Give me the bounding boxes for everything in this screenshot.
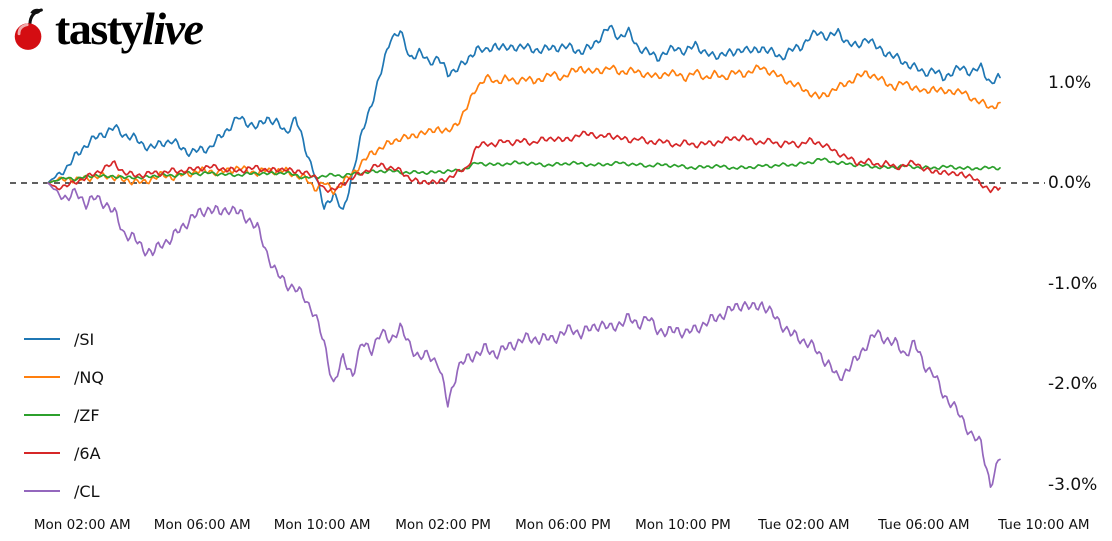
logo-wordmark: tastylive — [55, 3, 204, 54]
legend-label: /SI — [74, 329, 95, 349]
legend: /SI/NQ/ZF/6A/CL — [24, 327, 104, 503]
cherry-icon — [14, 8, 43, 50]
logo-text-tasty: tasty — [55, 3, 144, 54]
series-line-zf — [47, 157, 1001, 184]
legend-label: /CL — [74, 481, 100, 501]
series-line-cl — [47, 182, 1001, 488]
legend-label: /6A — [74, 443, 101, 463]
legend-label: /ZF — [74, 405, 100, 425]
legend-item: /SI — [24, 327, 104, 351]
series-line-si — [47, 24, 1001, 210]
series-line-6a — [47, 130, 1001, 194]
series-line-nq — [47, 64, 1001, 196]
tastylive-logo: tastylive — [10, 3, 204, 54]
legend-line-sample — [24, 413, 60, 417]
legend-line-sample — [24, 337, 60, 341]
legend-label: /NQ — [74, 367, 104, 387]
legend-item: /ZF — [24, 403, 104, 427]
legend-line-sample — [24, 489, 60, 493]
legend-item: /6A — [24, 441, 104, 465]
legend-line-sample — [24, 375, 60, 379]
legend-line-sample — [24, 451, 60, 455]
legend-item: /NQ — [24, 365, 104, 389]
legend-item: /CL — [24, 479, 104, 503]
logo-text-live: live — [142, 3, 204, 54]
